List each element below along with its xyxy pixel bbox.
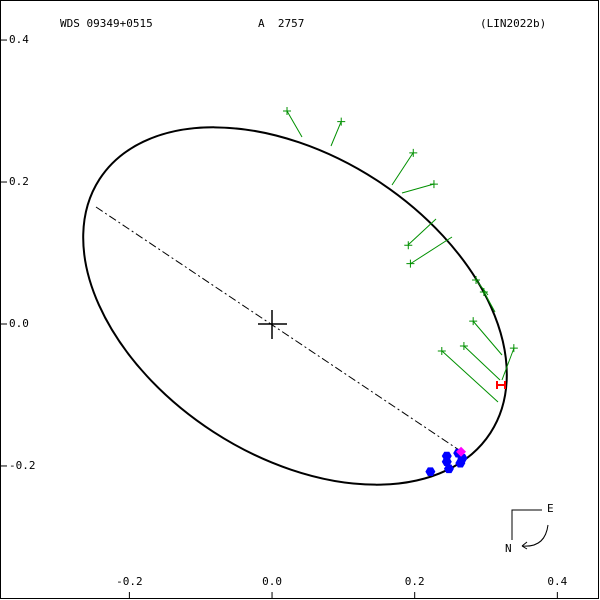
y-tick-label: -0.2 [9,459,36,472]
header-left: WDS 09349+0515 [60,17,153,30]
y-tick-label: 0.2 [9,175,29,188]
x-tick-label: 0.0 [262,575,282,588]
measure-point [472,275,481,284]
compass-north: N [505,542,512,555]
measure-point [443,464,454,474]
header-right: (LIN2022b) [480,17,546,30]
measure-point [456,446,467,457]
line-of-nodes [95,206,463,453]
measure-point [429,180,438,189]
compass [511,509,549,550]
measure-point [479,288,488,297]
orbit [82,126,508,486]
measure-point [495,381,506,390]
residual-lines [286,110,515,403]
measure-point [441,457,452,467]
compass-east: E [547,502,554,515]
measure-point [509,344,518,353]
primary-star [258,310,287,339]
measure-point [406,259,415,268]
x-tick-label: 0.2 [405,575,425,588]
measure-point [437,346,446,355]
y-tick-label: 0.4 [9,33,29,46]
measure-point [283,107,292,116]
header-center: A 2757 [258,17,304,30]
y-tick-label: 0.0 [9,317,29,330]
x-tick-label: 0.4 [547,575,567,588]
measure-point [425,467,436,476]
measure-point [404,241,413,250]
x-tick-label: -0.2 [116,575,143,588]
measure-point [409,148,418,157]
measure-point [469,317,478,326]
measure-point [459,341,468,350]
measure-point [337,117,346,126]
